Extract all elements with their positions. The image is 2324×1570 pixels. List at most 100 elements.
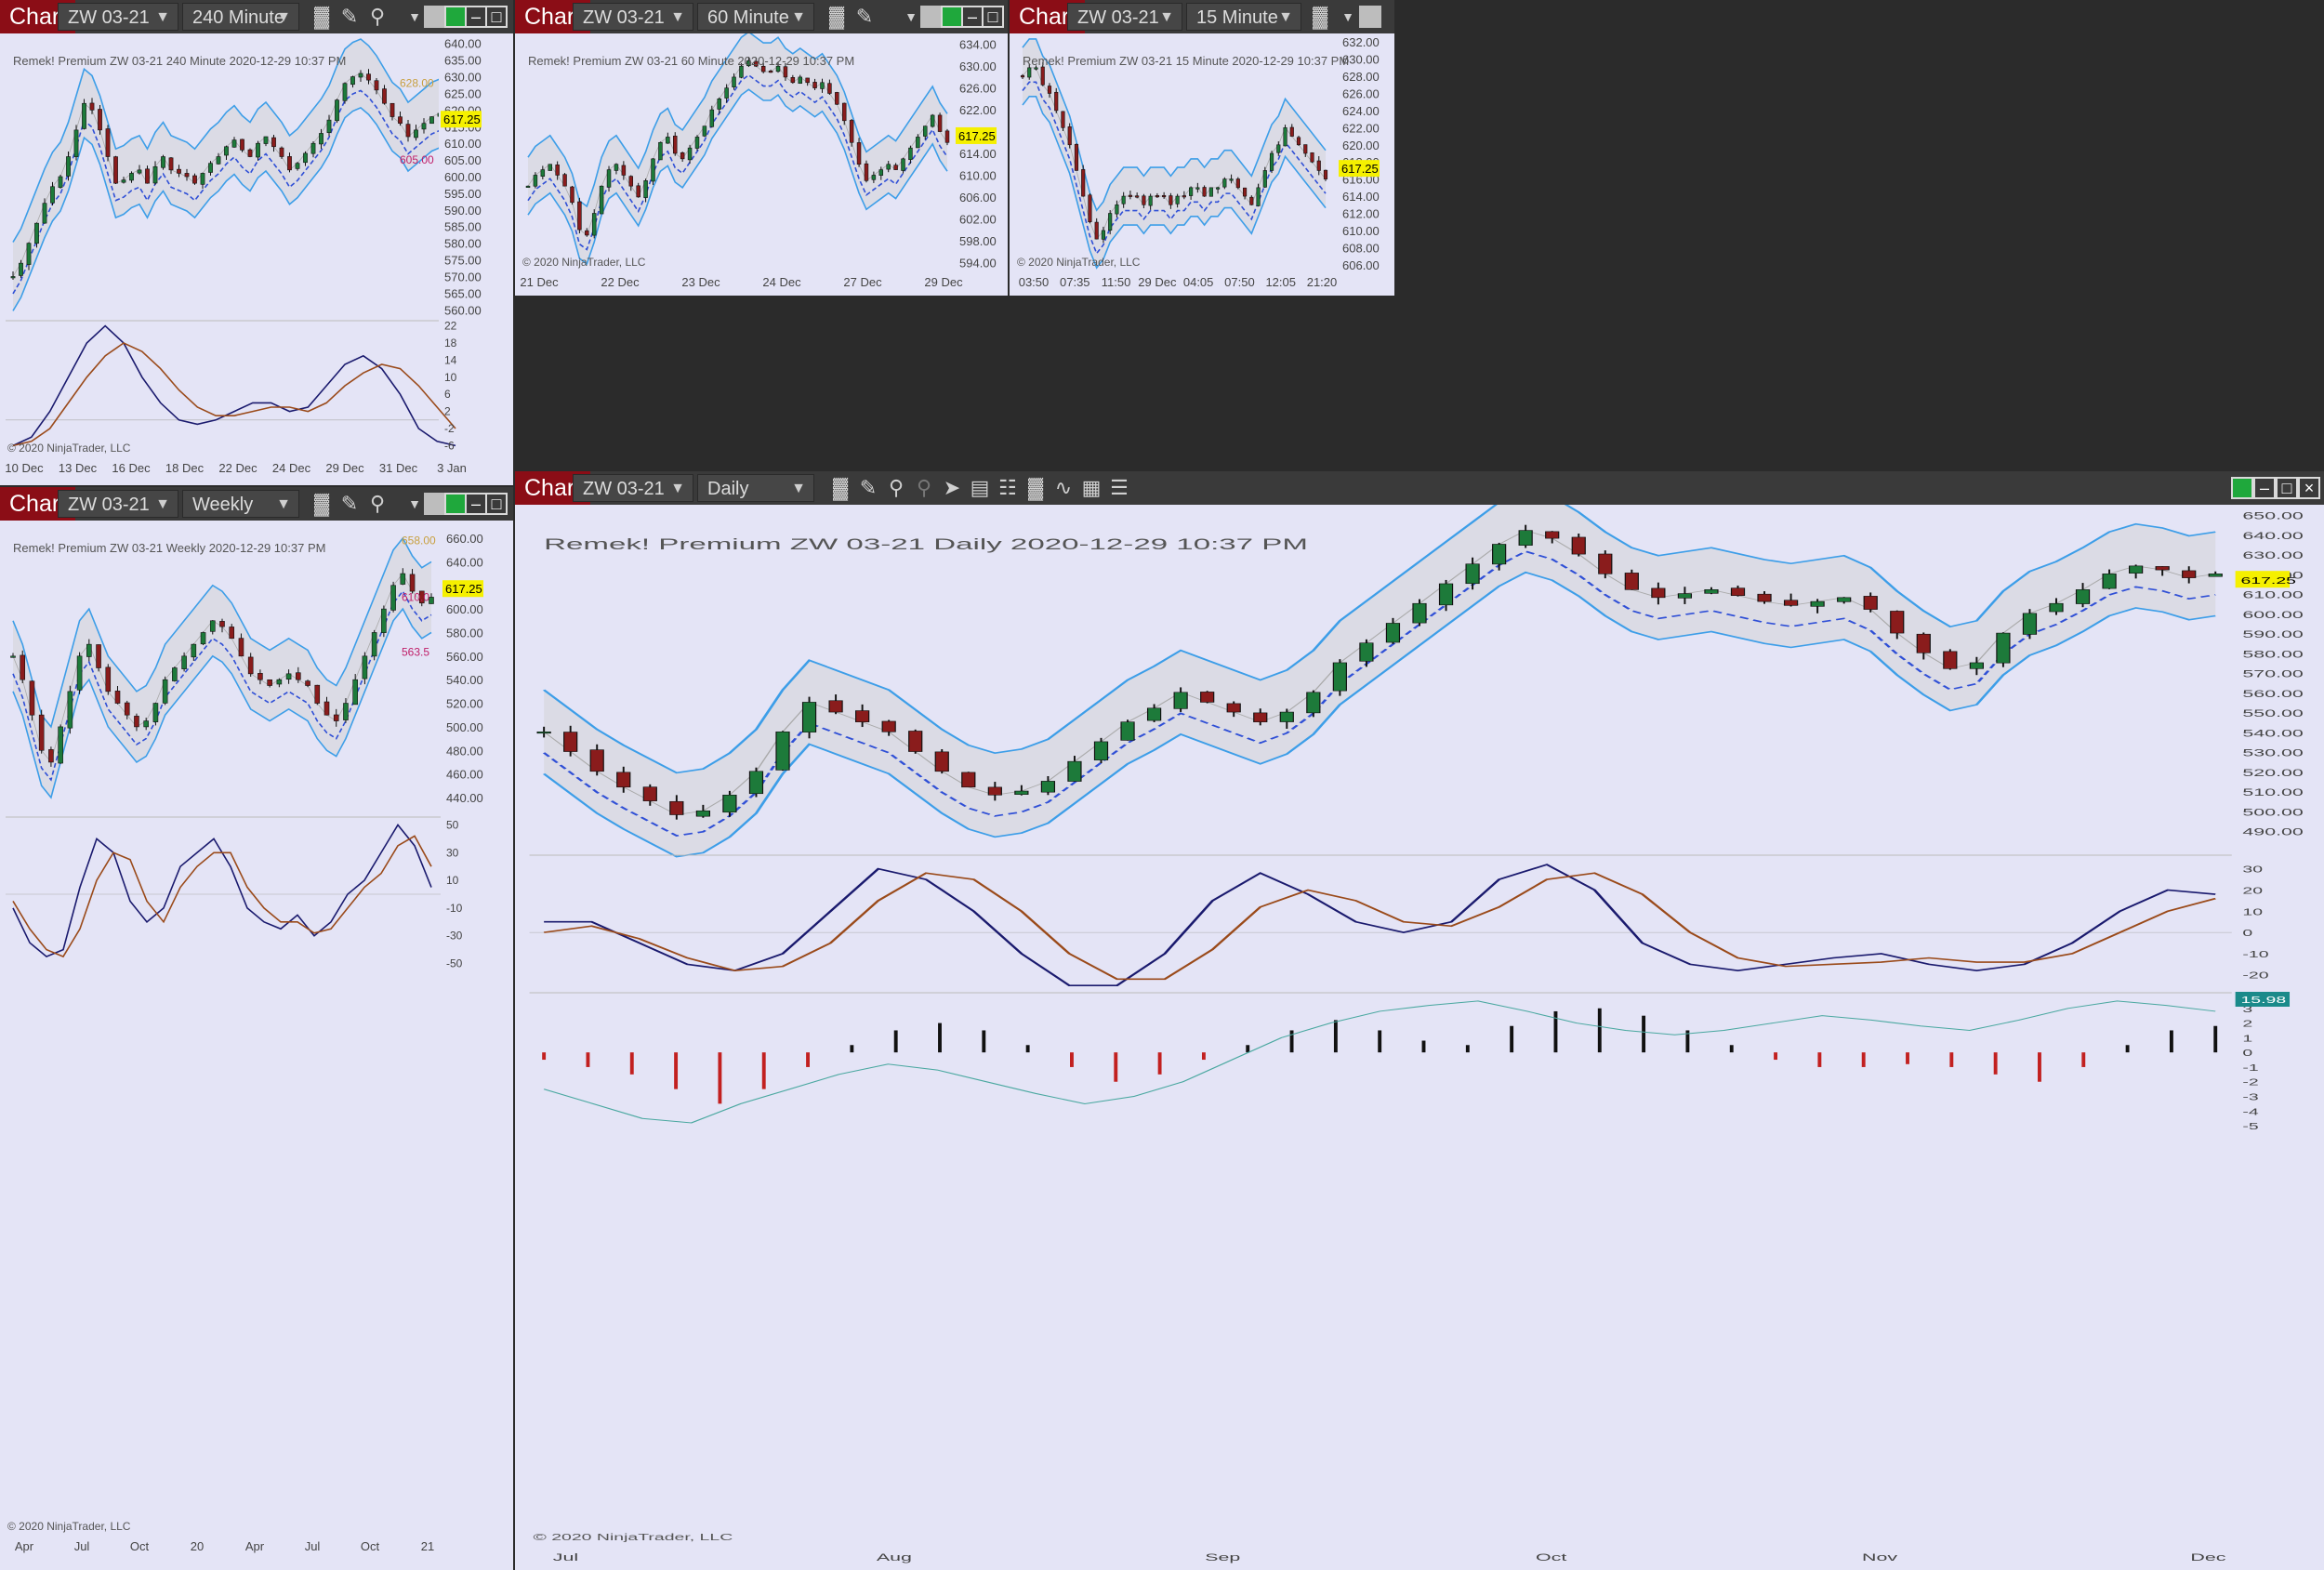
drawing-tool-icon[interactable]: ✎: [855, 5, 874, 28]
link-gray-button[interactable]: [920, 6, 943, 28]
bar-type-icon[interactable]: ▓: [1312, 5, 1328, 28]
candle-body: [754, 60, 759, 67]
bar-type-icon[interactable]: ▓: [828, 5, 845, 28]
oscillator-tick-label: 6: [444, 388, 451, 401]
time-tick-label: Oct: [130, 1539, 150, 1553]
link-gray-button[interactable]: [424, 493, 446, 515]
more-chevron-icon[interactable]: ▼: [408, 9, 421, 24]
price-level-label: 658.00: [402, 534, 436, 548]
candle-body: [908, 147, 913, 161]
properties-icon[interactable]: ☷: [998, 476, 1017, 499]
time-tick-label: 04:05: [1183, 275, 1214, 289]
link-green-button[interactable]: [444, 493, 467, 515]
bar-type-icon[interactable]: ▓: [313, 492, 330, 515]
candle-body: [137, 169, 142, 174]
candle-body: [335, 99, 339, 122]
price-tick-label: 640.00: [446, 555, 483, 569]
candle-body: [1081, 169, 1086, 197]
oscillator-tick-label: -10: [2242, 950, 2268, 960]
zoom-icon[interactable]: ⚲: [369, 492, 386, 515]
instrument-select[interactable]: ZW 03-21 ▼: [1067, 3, 1182, 31]
maximize-button[interactable]: □: [982, 6, 1004, 28]
price-tick-label: 598.00: [959, 234, 997, 248]
chart-canvas-15min[interactable]: 632.00 630.00 628.00 626.00 624.00 622.00 620.…: [1010, 33, 1394, 296]
pointer-icon[interactable]: ➤: [943, 476, 961, 499]
candle-body: [162, 679, 168, 704]
drawing-tool-icon[interactable]: ✎: [340, 5, 359, 28]
interval-select[interactable]: Weekly ▼: [182, 490, 299, 518]
zoom-out-icon[interactable]: ⚲: [916, 476, 932, 499]
price-tick-label: 560.00: [444, 303, 482, 317]
minimize-button[interactable]: –: [2253, 477, 2276, 499]
minimize-button[interactable]: –: [465, 6, 487, 28]
candle-body: [944, 130, 950, 143]
bar-type-icon[interactable]: ▓: [832, 476, 849, 499]
price-tick-label: 460.00: [446, 768, 483, 782]
candle-body: [1235, 178, 1240, 189]
candle-body: [828, 700, 843, 713]
more-chevron-icon[interactable]: ▼: [408, 496, 421, 511]
drawing-tool-icon[interactable]: ✎: [859, 476, 878, 499]
candle-body: [310, 142, 316, 154]
instrument-select[interactable]: ZW 03-21 ▼: [58, 490, 178, 518]
close-button[interactable]: ×: [2298, 477, 2320, 499]
minimize-button[interactable]: –: [961, 6, 984, 28]
price-tick-label: 580.00: [2242, 649, 2303, 660]
link-green-button[interactable]: [941, 6, 963, 28]
link-gray-button[interactable]: [424, 6, 446, 28]
more-chevron-icon[interactable]: ▼: [905, 9, 918, 24]
strategies-icon[interactable]: ∿: [1054, 476, 1073, 499]
candle-body: [224, 146, 229, 156]
list-icon[interactable]: ☰: [1110, 476, 1129, 499]
chart-canvas-weekly[interactable]: 660.00640.00620.00600.00580.00560.00540.…: [0, 521, 513, 1570]
zoom-icon[interactable]: ⚲: [369, 5, 386, 28]
indicators-icon[interactable]: ▓: [1027, 476, 1044, 499]
time-tick-label: 24 Dec: [762, 275, 801, 289]
link-gray-button[interactable]: [1359, 6, 1381, 28]
candle-body: [1262, 170, 1267, 188]
bar-type-icon[interactable]: ▓: [313, 5, 330, 28]
maximize-button[interactable]: □: [485, 493, 508, 515]
minimize-button[interactable]: –: [465, 493, 487, 515]
candle-body: [1128, 194, 1132, 197]
candle-body: [352, 679, 358, 706]
candle-body: [1253, 712, 1268, 722]
time-tick-label: Oct: [361, 1539, 380, 1553]
candle-body: [1135, 195, 1140, 198]
oscillator-fast-line: [12, 324, 456, 447]
time-tick-label: 29 Dec: [325, 461, 364, 475]
interval-select[interactable]: 240 Minute ▼: [182, 3, 299, 31]
candle-body: [1148, 195, 1153, 206]
candle-body: [748, 771, 764, 795]
time-axis-background: [0, 1536, 513, 1570]
price-tick-label: 520.00: [446, 697, 483, 711]
candle-body: [409, 574, 416, 592]
interval-select[interactable]: 15 Minute ▼: [1186, 3, 1301, 31]
data-box-icon[interactable]: ▤: [970, 476, 990, 499]
candle-body: [709, 109, 715, 127]
instrument-select[interactable]: ZW 03-21 ▼: [573, 474, 693, 502]
price-axis-background: [954, 33, 1008, 296]
price-tick-label: 632.00: [1342, 35, 1380, 49]
drawing-tool-icon[interactable]: ✎: [340, 492, 359, 515]
time-tick-label: 22 Dec: [601, 275, 640, 289]
maximize-button[interactable]: □: [485, 6, 508, 28]
instrument-select[interactable]: ZW 03-21 ▼: [58, 3, 178, 31]
link-green-button[interactable]: [2231, 477, 2253, 499]
chart-canvas-60min[interactable]: 634.00630.00626.00622.00618.00614.00610.…: [515, 33, 1008, 296]
last-price-label: 617.25: [443, 112, 481, 126]
chart-trader-icon[interactable]: ▦: [1081, 476, 1102, 499]
chart-canvas-240min[interactable]: 640.00635.00630.00625.00620.00615.00610.…: [0, 33, 513, 485]
candle-body: [871, 175, 877, 180]
zoom-in-icon[interactable]: ⚲: [888, 476, 905, 499]
instrument-select[interactable]: ZW 03-21 ▼: [573, 3, 693, 31]
link-green-button[interactable]: [444, 6, 467, 28]
chart-canvas-daily[interactable]: 650.00640.00630.00620.00610.00600.00590.…: [515, 505, 2324, 1570]
more-chevron-icon[interactable]: ▼: [1341, 9, 1354, 24]
interval-select[interactable]: 60 Minute ▼: [697, 3, 814, 31]
candle-body: [1169, 195, 1173, 205]
maximize-button[interactable]: □: [2276, 477, 2298, 499]
interval-select[interactable]: Daily ▼: [697, 474, 814, 502]
oscillator-tick-label: 18: [444, 336, 457, 350]
oscillator-tick-label: 10: [446, 874, 459, 887]
